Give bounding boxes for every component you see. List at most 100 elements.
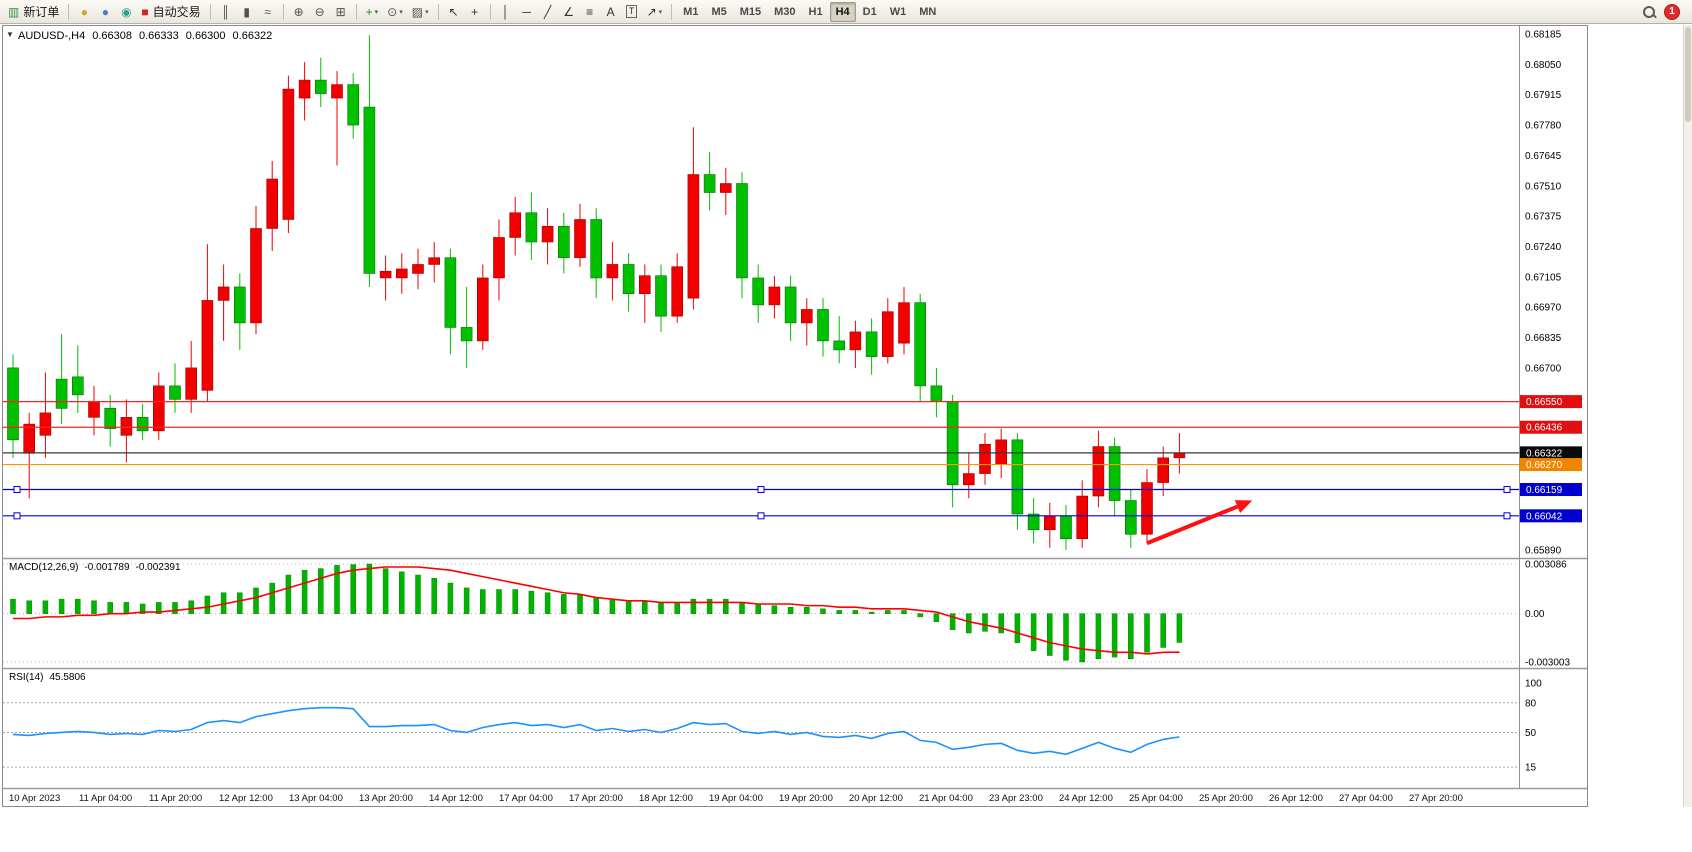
timeframe-m5-button[interactable]: M5 <box>711 5 727 18</box>
timeframe-w1-button[interactable]: W1 <box>889 5 907 18</box>
search-icon[interactable] <box>1642 5 1656 19</box>
macd-scale-label: 0.003086 <box>1525 560 1567 571</box>
equidistant-channel-icon[interactable]: ∠ <box>559 2 579 22</box>
timeframe-h1-button[interactable]: H1 <box>808 5 823 18</box>
macd-histogram-bar <box>496 589 502 614</box>
candle <box>687 174 700 299</box>
autotrading-button[interactable]: ■ 自动交易 <box>137 2 204 22</box>
time-axis-label: 13 Apr 04:00 <box>289 793 343 804</box>
fibonacci-icon-glyph: ≡ <box>586 4 594 19</box>
macd-histogram-bar <box>382 568 389 614</box>
horizontal-line-icon[interactable]: ─ <box>517 2 537 22</box>
macd-histogram-bar <box>723 598 729 614</box>
periods-icon[interactable]: ⊙ ▾ <box>383 2 407 22</box>
candle <box>574 219 586 259</box>
macd-histogram-bar <box>366 563 373 614</box>
crosshair-icon[interactable]: + <box>465 2 485 22</box>
zoom-in-icon[interactable]: ⊕ <box>289 2 309 22</box>
candle <box>493 237 505 279</box>
data-window-icon-glyph: ● <box>101 4 109 19</box>
timeframe-d1-button[interactable]: D1 <box>862 5 877 18</box>
time-axis-label: 11 Apr 20:00 <box>149 793 202 804</box>
autotrading-label: 自动交易 <box>152 5 201 19</box>
support-line-lower-handle[interactable] <box>757 512 765 520</box>
crosshair-icon-glyph: + <box>471 4 479 19</box>
candle <box>703 174 716 193</box>
periods-icon-glyph: ⊙ <box>387 4 398 19</box>
fibonacci-icon[interactable]: ≡ <box>580 2 600 22</box>
chart-canvas[interactable]: 0.68185 0.68050 0.67915 0.67780 0.67645 0.675… <box>3 26 1587 806</box>
price-tick-label: 0.67780 <box>1525 121 1562 132</box>
resistance-line-lower-badge <box>1520 420 1582 434</box>
candle <box>622 264 635 294</box>
candles-layer <box>7 35 1186 550</box>
notification-badge[interactable]: 1 <box>1664 3 1680 20</box>
trendline-icon[interactable]: ╱ <box>538 2 558 22</box>
time-axis-label: 24 Apr 12:00 <box>1059 793 1113 804</box>
macd-signal-value: -0.002391 <box>135 562 181 573</box>
support-line-upper-handle[interactable] <box>13 486 21 494</box>
text-icon[interactable]: A <box>601 2 621 22</box>
trend-arrow-head[interactable] <box>1234 500 1253 514</box>
vertical-line-icon[interactable]: │ <box>496 2 516 22</box>
zoom-out-icon-glyph: ⊖ <box>314 4 325 19</box>
cursor-icon[interactable]: ↖ <box>444 2 464 22</box>
rsi-scale-label: 15 <box>1525 763 1537 774</box>
price-tick-label: 0.67105 <box>1525 272 1562 283</box>
data-window-icon[interactable]: ● <box>95 2 115 22</box>
zoom-out-icon[interactable]: ⊖ <box>310 2 330 22</box>
timeframe-m30-button[interactable]: M30 <box>774 5 796 18</box>
candlestick-chart-icon[interactable]: ▮ <box>237 2 257 22</box>
macd-histogram-bar <box>658 602 664 614</box>
scrollbar-thumb[interactable] <box>1685 27 1691 122</box>
rsi-scale-label: 80 <box>1525 698 1537 709</box>
candle <box>153 385 165 432</box>
support-line-lower-handle[interactable] <box>1503 512 1511 520</box>
market-watch-icon[interactable]: ● <box>74 2 94 22</box>
candle <box>363 106 376 274</box>
arrows-icon[interactable]: ↗ ▾ <box>643 2 667 22</box>
quote-close: 0.66322 <box>232 30 273 42</box>
one-click-trading-toggle-icon[interactable]: ▼ <box>6 30 14 39</box>
macd-histogram-bar <box>561 594 567 614</box>
candle <box>881 311 894 357</box>
candle <box>638 275 651 294</box>
time-axis-label: 19 Apr 20:00 <box>779 793 833 804</box>
candle <box>298 79 311 99</box>
text-label-icon[interactable]: T <box>622 2 642 22</box>
trend-arrow-line[interactable] <box>1146 504 1239 546</box>
support-line-upper-handle[interactable] <box>1503 486 1511 494</box>
support-line-lower-handle[interactable] <box>13 512 21 520</box>
navigator-icon[interactable]: ◉ <box>116 2 136 22</box>
tile-windows-icon[interactable]: ⊞ <box>331 2 351 22</box>
candle <box>590 219 603 279</box>
indicators-icon[interactable]: + ▾ <box>362 2 383 22</box>
templates-icon[interactable]: ▨ ▾ <box>408 2 433 22</box>
candle <box>136 417 149 432</box>
price-tick-label: 0.68185 <box>1525 30 1562 41</box>
support-line-upper-handle[interactable] <box>757 486 765 494</box>
candle <box>72 376 84 396</box>
navigator-icon-glyph: ◉ <box>121 4 132 19</box>
candle <box>833 340 846 351</box>
vertical-scrollbar[interactable] <box>1683 25 1692 807</box>
macd-histogram-bar <box>609 598 616 614</box>
line-chart-icon[interactable]: ≈ <box>258 2 278 22</box>
price-tick-label: 0.66970 <box>1525 303 1562 314</box>
macd-histogram-bar <box>107 602 113 614</box>
macd-histogram-bar <box>1176 613 1183 643</box>
bar-chart-icon[interactable]: ║ <box>216 2 236 22</box>
macd-histogram-bar <box>269 582 275 614</box>
timeframe-m1-button[interactable]: M1 <box>683 5 699 18</box>
candle <box>541 225 554 243</box>
rsi-scale-label: 50 <box>1525 728 1537 739</box>
time-axis-label: 17 Apr 20:00 <box>569 793 623 804</box>
timeframe-m15-button[interactable]: M15 <box>739 5 762 18</box>
timeframe-mn-button[interactable]: MN <box>919 5 937 18</box>
candle <box>800 309 813 324</box>
new-order-button[interactable]: ▥ 新订单 <box>4 2 63 22</box>
candle <box>1157 457 1169 483</box>
macd-histogram-bar <box>156 602 162 614</box>
timeframe-h4-button[interactable]: H4 <box>829 1 856 22</box>
macd-histogram-bar <box>318 568 324 614</box>
